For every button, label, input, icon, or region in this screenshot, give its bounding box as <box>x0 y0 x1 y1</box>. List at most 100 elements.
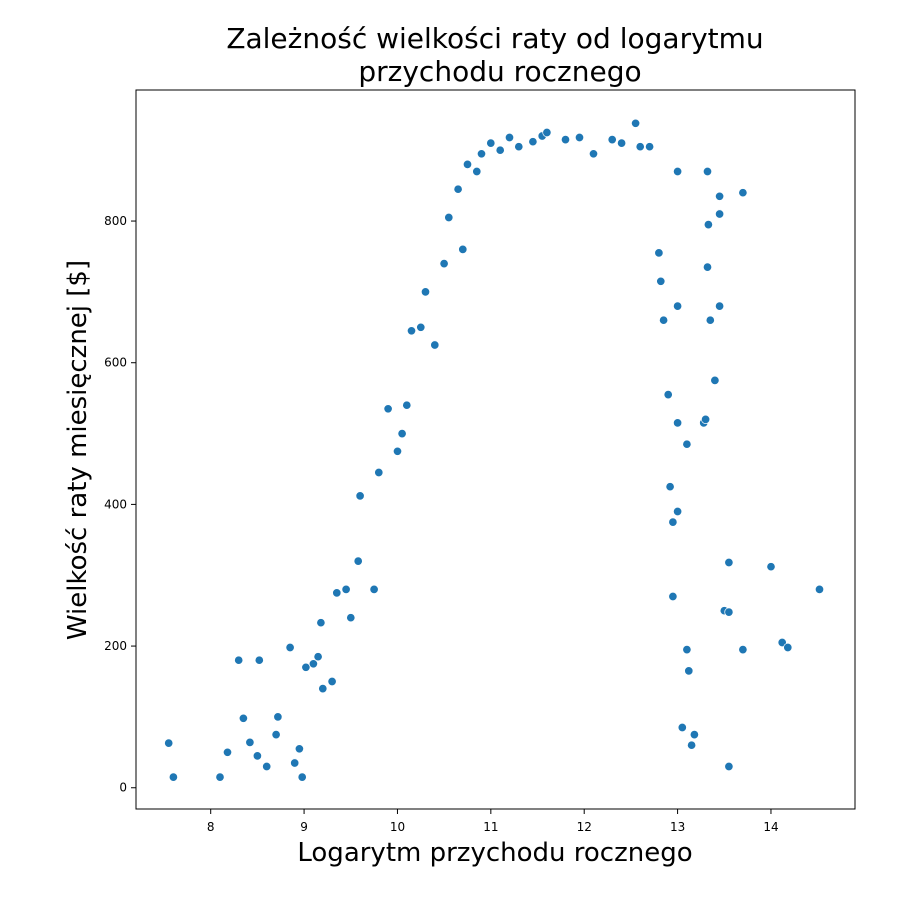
x-axis-label: Logarytm przychodu rocznego <box>297 838 692 868</box>
data-point <box>252 751 262 761</box>
data-point <box>294 744 304 754</box>
data-point <box>472 166 482 177</box>
data-point <box>689 730 699 740</box>
data-point <box>631 118 641 128</box>
data-point <box>462 159 473 169</box>
data-point <box>308 659 318 669</box>
data-point <box>514 142 524 152</box>
data-point <box>677 722 687 733</box>
data-point <box>588 149 599 159</box>
data-point <box>715 191 725 201</box>
data-point <box>702 262 713 272</box>
x-tick-label: 12 <box>577 820 592 834</box>
data-point <box>341 584 351 594</box>
data-point <box>353 556 363 566</box>
data-point <box>318 684 328 694</box>
data-point <box>406 326 417 336</box>
data-point <box>656 276 666 286</box>
data-point <box>715 209 725 219</box>
data-point <box>439 259 449 269</box>
data-point <box>673 301 683 311</box>
x-axis-ticks: 8 9 10 11 12 13 14 <box>207 809 779 834</box>
chart-title-line-1: Zależność wielkości raty od logarytmu <box>226 22 763 55</box>
x-tick-label: 9 <box>300 820 308 834</box>
data-point <box>215 772 225 782</box>
data-point <box>313 652 323 662</box>
data-point <box>673 166 683 177</box>
y-axis-label: Wielkość raty miesięcznej [$] <box>63 260 93 640</box>
data-point <box>738 645 748 655</box>
data-point <box>297 772 307 782</box>
data-point <box>290 758 300 768</box>
data-point <box>444 212 454 223</box>
data-point <box>542 127 552 138</box>
data-point <box>682 645 692 655</box>
data-point <box>560 135 571 145</box>
data-point <box>234 655 244 665</box>
x-tick-label: 10 <box>390 820 405 834</box>
data-point <box>705 315 715 325</box>
data-point <box>402 400 412 410</box>
data-point <box>271 730 281 740</box>
data-point <box>416 322 426 332</box>
plot-area-frame <box>135 89 856 810</box>
data-point <box>397 429 407 439</box>
data-point <box>645 142 655 152</box>
data-point <box>668 591 678 602</box>
data-point <box>164 738 174 748</box>
data-point <box>724 761 734 772</box>
data-points <box>164 118 825 782</box>
data-point <box>238 713 248 723</box>
y-tick-label: 200 <box>104 639 127 653</box>
data-point <box>254 655 264 665</box>
data-point <box>663 390 673 400</box>
data-point <box>453 184 463 194</box>
data-point <box>346 613 356 623</box>
data-point <box>168 772 178 782</box>
data-point <box>783 642 793 653</box>
data-point <box>665 482 675 492</box>
data-point <box>684 666 694 676</box>
data-point <box>374 467 384 478</box>
data-point <box>392 446 403 456</box>
data-point <box>458 244 468 254</box>
data-point <box>659 315 669 325</box>
data-point <box>710 375 720 385</box>
data-point <box>355 491 365 501</box>
data-point <box>504 132 515 143</box>
x-tick-label: 13 <box>670 820 685 834</box>
data-point <box>222 747 233 757</box>
data-point <box>285 642 295 653</box>
data-point <box>476 149 487 159</box>
data-point <box>724 607 734 617</box>
chart-title-line-2: przychodu rocznego <box>358 55 641 88</box>
data-point <box>369 584 379 594</box>
data-point <box>673 506 683 517</box>
data-point <box>766 562 776 572</box>
data-point <box>654 248 664 258</box>
data-point <box>528 137 538 147</box>
y-axis-ticks: 0 200 400 600 800 <box>104 214 136 795</box>
data-point <box>607 135 617 145</box>
data-point <box>738 188 748 198</box>
y-tick-label: 800 <box>104 214 127 228</box>
data-point <box>495 145 505 155</box>
y-tick-label: 600 <box>104 356 127 370</box>
data-point <box>245 737 255 747</box>
data-point <box>301 662 311 672</box>
data-point <box>262 761 272 772</box>
data-point <box>327 676 337 687</box>
y-tick-label: 0 <box>119 781 127 795</box>
data-point <box>715 301 725 311</box>
y-tick-label: 400 <box>104 497 127 511</box>
data-point <box>486 138 496 148</box>
data-point <box>273 712 283 722</box>
data-point <box>703 220 713 230</box>
data-point <box>332 588 342 598</box>
data-point <box>701 414 711 424</box>
data-point <box>420 287 431 297</box>
data-point <box>814 584 825 594</box>
x-tick-label: 14 <box>763 820 778 834</box>
